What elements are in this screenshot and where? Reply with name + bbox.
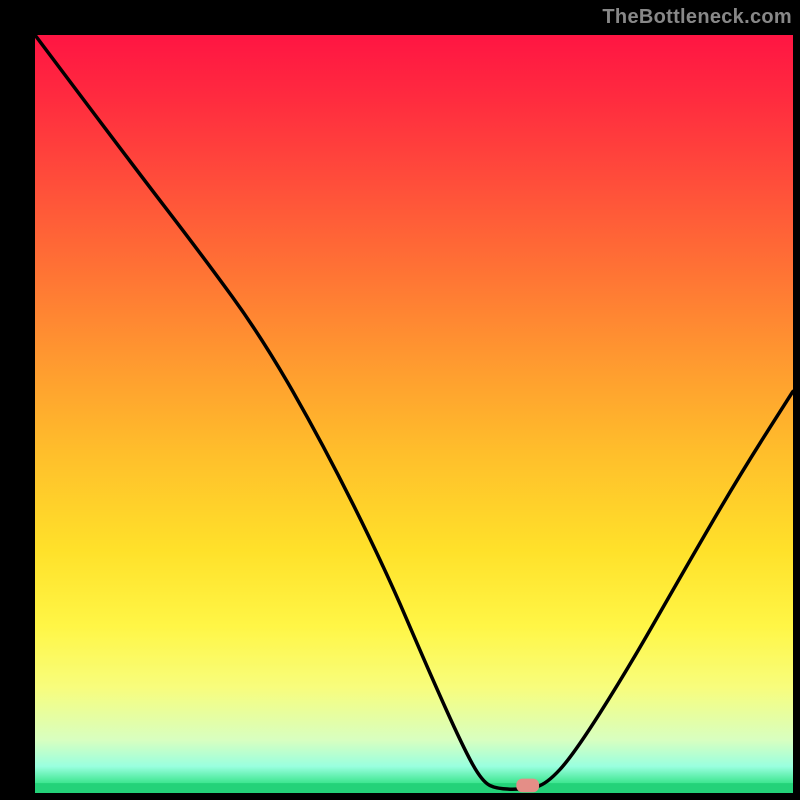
plot-bottom-band <box>35 783 793 793</box>
chart-root <box>0 0 800 800</box>
min-marker <box>516 779 539 793</box>
watermark-text: TheBottleneck.com <box>602 6 792 29</box>
plot-gradient-bg <box>35 35 793 793</box>
